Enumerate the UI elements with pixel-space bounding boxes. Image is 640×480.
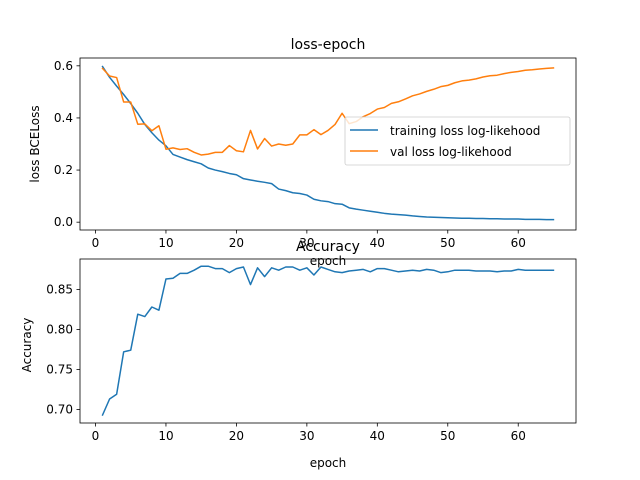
loss-x-tick-label: 50 (440, 236, 455, 250)
loss-x-tick-label: 40 (370, 236, 385, 250)
accuracy-y-tick-label: 0.70 (46, 402, 73, 416)
loss-ticks: 0 10 20 30 40 50 60 0.0 0.2 0.4 0.6 (54, 59, 526, 250)
accuracy-chart-title: Accuracy (296, 239, 360, 255)
accuracy-x-tick-label: 60 (511, 429, 526, 443)
accuracy-y-tick-label: 0.80 (46, 322, 73, 336)
loss-subplot: loss-epoch 0 10 20 30 40 50 60 0.0 0.2 0.4 0.6 epo… (28, 37, 577, 268)
loss-x-tick-label: 0 (92, 236, 100, 250)
loss-y-tick-label: 0.2 (54, 163, 73, 177)
accuracy-x-tick-label: 20 (229, 429, 244, 443)
accuracy-ticks: 0 10 20 30 40 50 60 0.70 0.75 0.80 0.85 (46, 282, 526, 443)
legend-frame (344, 116, 571, 166)
loss-y-tick-label: 0.4 (54, 111, 73, 125)
loss-series-line-0 (101, 65, 555, 221)
loss-y-axis-label: loss BCELoss (28, 105, 42, 182)
loss-x-tick-label: 20 (229, 236, 244, 250)
accuracy-axes-frame (79, 258, 577, 424)
loss-chart-title: loss-epoch (291, 37, 366, 53)
loss-legend: training loss log-likehood val loss log-… (344, 116, 571, 166)
loss-series-line-1 (101, 67, 555, 156)
accuracy-x-tick-label: 40 (370, 429, 385, 443)
accuracy-plot-area (101, 265, 555, 416)
loss-y-tick-label: 0.6 (54, 59, 73, 73)
loss-y-tick-label: 0.0 (54, 215, 73, 229)
accuracy-subplot: 0 10 20 30 40 50 60 0.70 0.75 0.80 0.85 Accuracy e… (20, 239, 577, 470)
legend-validation-label: val loss log-likehood (390, 145, 512, 159)
loss-plot-area (101, 65, 555, 221)
accuracy-x-tick-label: 0 (92, 429, 100, 443)
accuracy-x-tick-label: 10 (158, 429, 173, 443)
accuracy-x-tick-label: 30 (299, 429, 314, 443)
legend-training-label: training loss log-likehood (390, 124, 540, 138)
loss-axes-frame (79, 57, 577, 231)
accuracy-x-tick-label: 50 (440, 429, 455, 443)
accuracy-y-tick-label: 0.85 (46, 282, 73, 296)
loss-x-tick-label: 10 (158, 236, 173, 250)
accuracy-y-tick-label: 0.75 (46, 362, 73, 376)
accuracy-x-axis-label: epoch (310, 456, 347, 470)
accuracy-y-axis-label: Accuracy (20, 318, 34, 373)
loss-x-tick-label: 60 (511, 236, 526, 250)
loss-x-axis-label: epoch (310, 254, 347, 268)
accuracy-series-line-0 (101, 265, 555, 416)
loss-x-tick-label: 30 (299, 236, 314, 250)
